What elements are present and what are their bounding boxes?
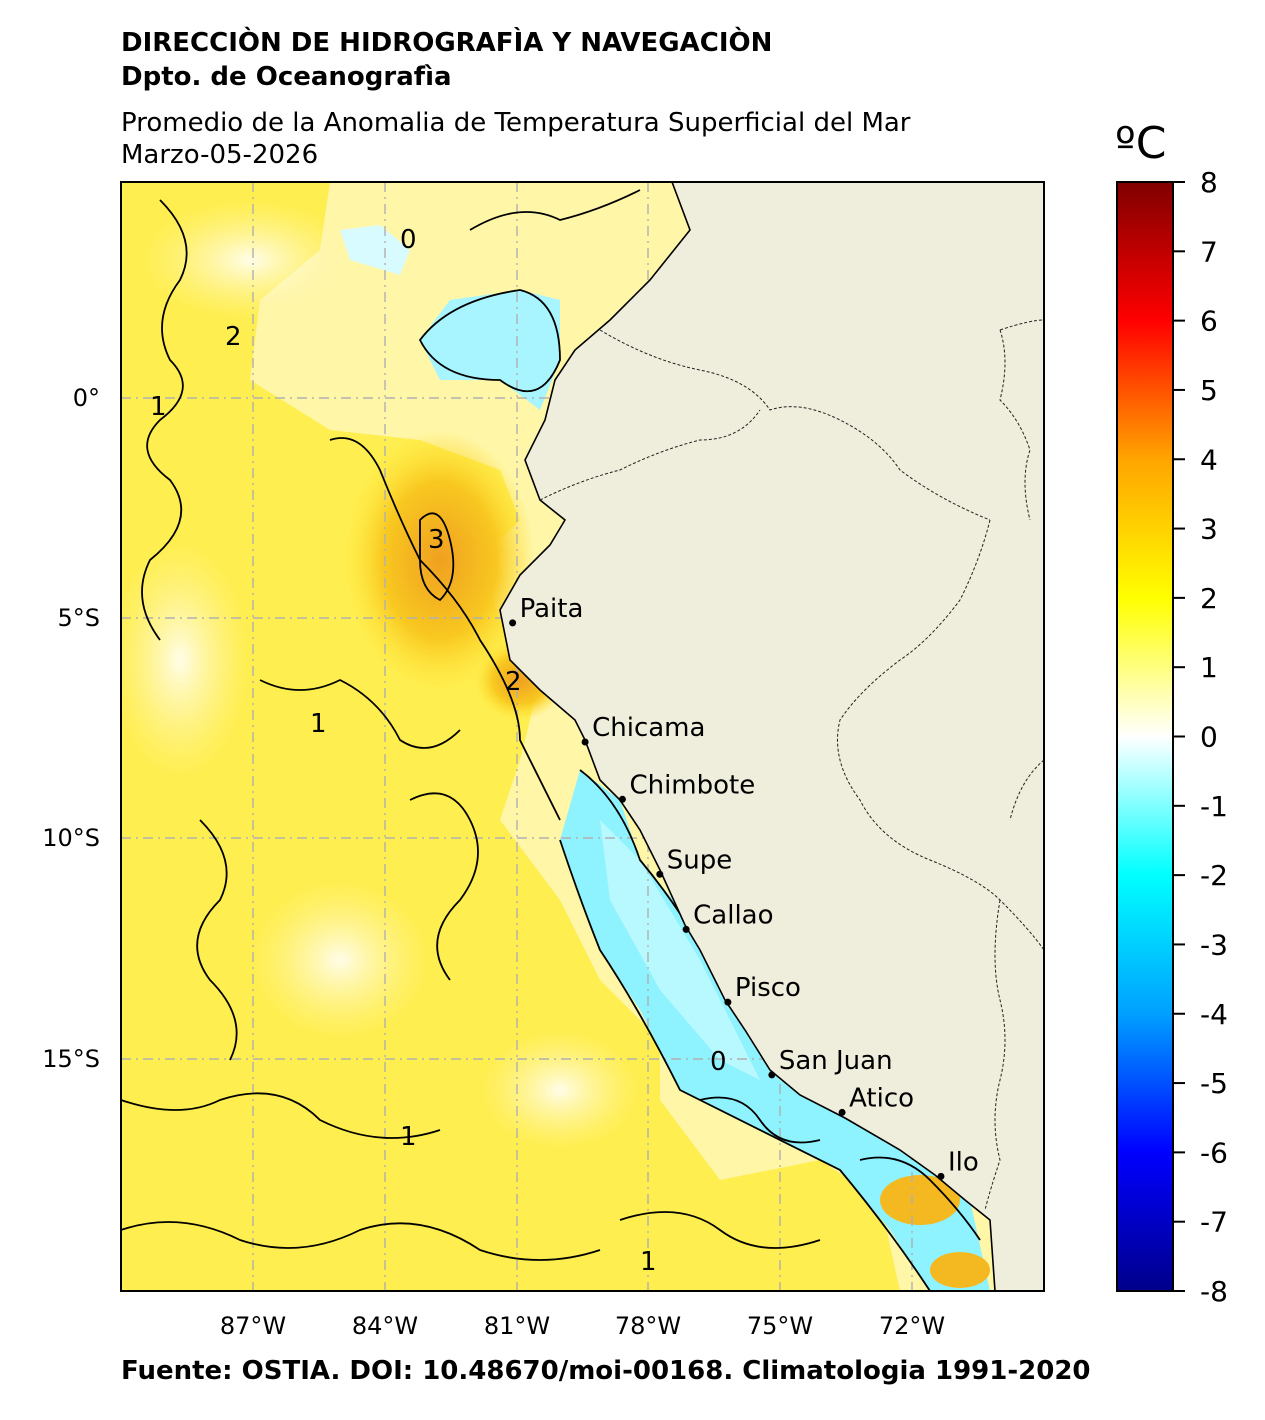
colorbar-tick-label: -6 [1200,1136,1228,1169]
contour-labels: 1 0 2 3 1 2 0 1 1 [150,225,727,1277]
cold-coastal-upwelling [600,820,760,1080]
colorbar-tick-label: -2 [1200,859,1228,892]
contour-label: 1 [640,1247,657,1277]
city-marker [618,795,626,803]
city-label: Callao [693,900,773,930]
lon-label: 87°W [220,1312,286,1340]
contour-label: 0 [400,225,417,255]
lat-label: 0° [73,384,100,412]
institution-title: DIRECCIÒN DE HIDROGRAFÌA Y NAVEGACIÒN [121,28,773,58]
colorbar [1116,181,1174,1292]
contour-label: 1 [400,1122,417,1152]
colorbar-tick-label: 0 [1200,721,1218,754]
city-marker [724,998,732,1006]
city-label: Paita [520,594,584,624]
hot-spot-ilo [930,1252,990,1288]
hot-spot [345,430,535,690]
lon-label: 72°W [879,1312,945,1340]
city-marker [937,1172,945,1180]
colorbar-tick-label: 7 [1200,235,1218,268]
lon-label: 84°W [352,1312,418,1340]
city-label: Chimbote [629,770,755,800]
colorbar-tick-label: -8 [1200,1275,1228,1308]
contour-label: 0 [710,1047,727,1077]
colorbar-tick-label: -7 [1200,1206,1228,1239]
lon-label: 75°W [747,1312,813,1340]
city-markers: Paita Chicama Chimbote Supe Callao Pisco San J… [509,594,979,1180]
colorbar-ticks: 8 7 6 5 4 3 2 1 0 -1 -2 -3 -4 -5 -6 -7 -8 [1173,166,1228,1308]
lat-label: 10°S [42,824,100,852]
pale-patch [480,1030,640,1150]
map-frame [120,181,1045,1292]
contour-label: 1 [150,392,167,422]
colorbar-tick-label: -3 [1200,928,1228,961]
city-marker [768,1071,776,1079]
colorbar-tick-label: 6 [1200,305,1218,338]
contour-label: 1 [310,709,327,739]
colorbar-tick-label: 4 [1200,443,1218,476]
lon-label: 78°W [615,1312,681,1340]
cold-anomaly-north [340,225,410,275]
city-label: Supe [667,845,732,875]
colorbar-tick-label: 2 [1200,582,1218,615]
pale-patch [250,880,430,1040]
city-marker [838,1108,846,1116]
pale-patch [121,540,250,780]
colorbar-tick-label: 3 [1200,513,1218,546]
city-label: Ilo [948,1147,979,1177]
city-label: San Juan [779,1046,893,1076]
hot-spot-ilo [880,1175,960,1225]
colorbar-tick-label: -1 [1200,790,1228,823]
colorbar-tick-label: 8 [1200,166,1218,199]
cold-coastal-upwelling [560,770,990,1291]
contour-label: 2 [225,322,242,352]
pale-patch [140,200,360,320]
city-label: Chicama [592,713,705,743]
city-label: Pisco [735,973,801,1003]
colorbar-tick-label: 1 [1200,651,1218,684]
city-marker [509,619,517,627]
longitude-labels: 87°W 84°W 81°W 78°W 75°W 72°W [220,1312,945,1340]
city-marker [581,738,589,746]
source-footer: Fuente: OSTIA. DOI: 10.48670/moi-00168. … [121,1356,1091,1386]
lat-label: 5°S [57,604,100,632]
department-title: Dpto. de Oceanografìa [121,62,452,92]
colorbar-tick-label: 5 [1200,374,1218,407]
city-marker [656,870,664,878]
contour-label: 2 [505,667,522,697]
latitude-labels: 0° 5°S 10°S 15°S [42,384,100,1073]
map-date: Marzo-05-2026 [121,140,319,170]
lat-label: 15°S [42,1045,100,1073]
cold-anomaly-north [420,290,560,410]
lon-label: 81°W [484,1312,550,1340]
colorbar-tick-label: -4 [1200,998,1228,1031]
colorbar-unit: ºC [1115,118,1166,169]
city-marker [682,925,690,933]
map-title: Promedio de la Anomalia de Temperatura S… [121,108,911,138]
contour-label: 3 [428,525,445,555]
colorbar-tick-label: -5 [1200,1067,1228,1100]
city-label: Atico [849,1083,914,1113]
country-borders [539,319,1044,1211]
